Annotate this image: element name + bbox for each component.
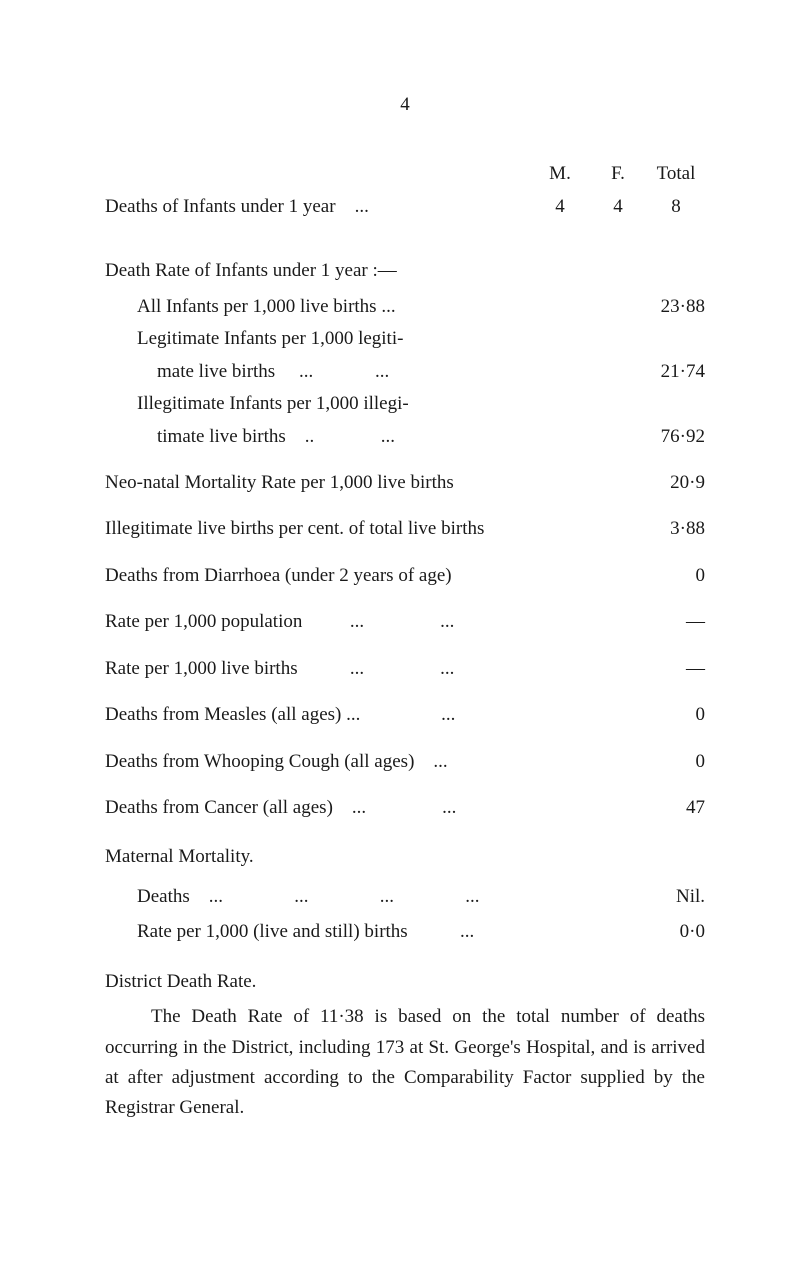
district-heading: District Death Rate. <box>105 967 705 996</box>
whoop-row: Deaths from Whooping Cough (all ages) ..… <box>105 747 705 776</box>
maternal-rate-label: Rate per 1,000 (live and still) births .… <box>105 917 605 946</box>
rate-births-val: — <box>605 654 705 683</box>
maternal-deaths-label: Deaths ... ... ... ... <box>105 882 605 911</box>
legit-infants-val: 21·74 <box>605 357 705 386</box>
rate-births-label: Rate per 1,000 live births ... ... <box>105 654 605 683</box>
death-rate-heading: Death Rate of Infants under 1 year :— <box>105 256 705 285</box>
legit-infants-label1: Legitimate Infants per 1,000 legiti- <box>105 324 605 353</box>
legit-infants-label2: mate live births ... ... <box>105 357 605 386</box>
deaths-infants-row: Deaths of Infants under 1 year ... 4 4 8 <box>105 192 705 221</box>
rate-pop-val: — <box>605 607 705 636</box>
maternal-rate-val: 0·0 <box>605 917 705 946</box>
illegit-infants-label1: Illegitimate Infants per 1,000 illegi- <box>105 389 605 418</box>
whoop-label: Deaths from Whooping Cough (all ages) ..… <box>105 747 605 776</box>
page-content: 4 M. F. Total Deaths of Infants under 1 … <box>0 0 800 1184</box>
maternal-heading: Maternal Mortality. <box>105 842 705 871</box>
all-infants-val: 23·88 <box>605 292 705 321</box>
illegit-infants-label2: timate live births .. ... <box>105 422 605 451</box>
neonatal-label: Neo-natal Mortality Rate per 1,000 live … <box>105 468 605 497</box>
diarrhoea-label: Deaths from Diarrhoea (under 2 years of … <box>105 561 605 590</box>
cancer-label: Deaths from Cancer (all ages) ... ... <box>105 793 605 822</box>
header-row: M. F. Total <box>105 159 705 188</box>
diarrhoea-val: 0 <box>605 561 705 590</box>
deaths-infants-f: 4 <box>589 192 647 221</box>
measles-val: 0 <box>605 700 705 729</box>
diarrhoea-row: Deaths from Diarrhoea (under 2 years of … <box>105 561 705 590</box>
illegit-pct-val: 3·88 <box>605 514 705 543</box>
illegit-pct-row: Illegitimate live births per cent. of to… <box>105 514 705 543</box>
rate-pop-label: Rate per 1,000 population ... ... <box>105 607 605 636</box>
rate-births-row: Rate per 1,000 live births ... ... — <box>105 654 705 683</box>
header-f: F. <box>589 159 647 188</box>
illegit-infants-row2: timate live births .. ... 76·92 <box>105 422 705 451</box>
deaths-infants-m: 4 <box>531 192 589 221</box>
deaths-infants-total: 8 <box>647 192 705 221</box>
maternal-deaths-row: Deaths ... ... ... ... Nil. <box>105 882 705 911</box>
all-infants-row: All Infants per 1,000 live births ... 23… <box>105 292 705 321</box>
deaths-infants-label: Deaths of Infants under 1 year ... <box>105 192 531 221</box>
header-total: Total <box>647 159 705 188</box>
all-infants-label: All Infants per 1,000 live births ... <box>105 292 605 321</box>
cancer-row: Deaths from Cancer (all ages) ... ... 47 <box>105 793 705 822</box>
illegit-pct-label: Illegitimate live births per cent. of to… <box>105 514 605 543</box>
cancer-val: 47 <box>605 793 705 822</box>
district-para: The Death Rate of 11·38 is based on the … <box>105 1002 705 1124</box>
legit-infants-row1: Legitimate Infants per 1,000 legiti- <box>105 324 705 353</box>
maternal-deaths-val: Nil. <box>605 882 705 911</box>
whoop-val: 0 <box>605 747 705 776</box>
maternal-rate-row: Rate per 1,000 (live and still) births .… <box>105 917 705 946</box>
neonatal-val: 20·9 <box>605 468 705 497</box>
header-m: M. <box>531 159 589 188</box>
legit-infants-row2: mate live births ... ... 21·74 <box>105 357 705 386</box>
neonatal-row: Neo-natal Mortality Rate per 1,000 live … <box>105 468 705 497</box>
illegit-infants-row1: Illegitimate Infants per 1,000 illegi- <box>105 389 705 418</box>
measles-row: Deaths from Measles (all ages) ... ... 0 <box>105 700 705 729</box>
page-number: 4 <box>105 90 705 119</box>
rate-pop-row: Rate per 1,000 population ... ... — <box>105 607 705 636</box>
measles-label: Deaths from Measles (all ages) ... ... <box>105 700 605 729</box>
illegit-infants-val: 76·92 <box>605 422 705 451</box>
